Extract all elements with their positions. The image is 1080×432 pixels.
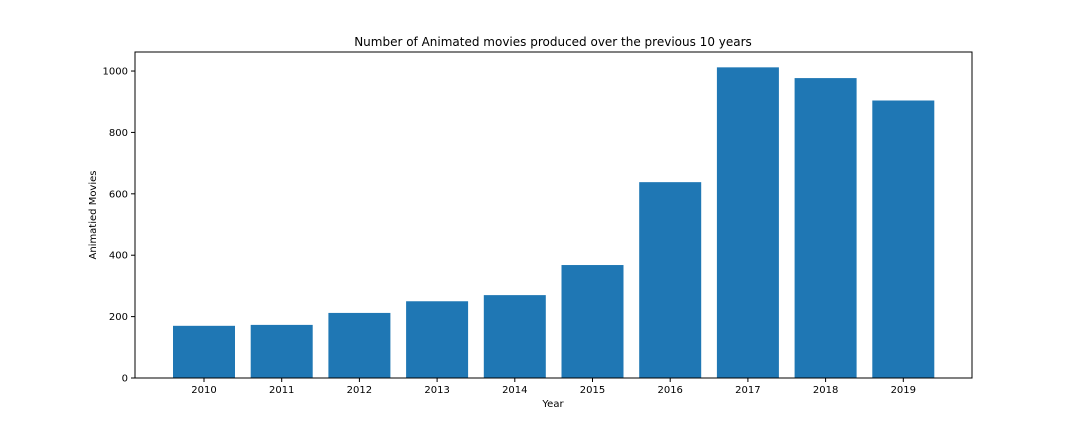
- x-axis-label: Year: [541, 399, 564, 410]
- bar-2010: [173, 325, 235, 378]
- y-tick-label: 600: [109, 189, 128, 200]
- y-axis-label: Animatied Movies: [88, 170, 99, 259]
- bar-2012: [328, 312, 391, 378]
- x-tick-label: 2011: [269, 385, 294, 396]
- y-tick-label: 1000: [103, 67, 128, 78]
- y-tick-label: 800: [109, 128, 128, 139]
- bar-2016: [639, 182, 702, 378]
- bar-2015: [561, 265, 624, 378]
- chart-title: Number of Animated movies produced over …: [354, 35, 752, 49]
- bar-2014: [483, 295, 546, 378]
- x-tick-label: 2014: [502, 385, 527, 396]
- x-axis: 2010 2011 2012 2013 2014 2015 2016 2017 2018 2019: [191, 378, 916, 396]
- y-tick-label: 400: [109, 251, 128, 262]
- bar-2013: [406, 301, 469, 378]
- x-tick-label: 2017: [735, 385, 760, 396]
- plot-frame: [134, 51, 973, 379]
- bar-2011: [250, 324, 313, 378]
- x-tick-label: 2010: [191, 385, 216, 396]
- y-tick-label: 0: [122, 374, 128, 385]
- x-tick-label: 2013: [424, 385, 449, 396]
- bar-2019: [872, 100, 935, 378]
- x-tick-label: 2012: [347, 385, 372, 396]
- bar-2017: [716, 67, 779, 379]
- bars-layer: [173, 67, 935, 379]
- x-tick-label: 2015: [580, 385, 605, 396]
- bar-2018: [794, 78, 857, 378]
- x-tick-label: 2018: [813, 385, 838, 396]
- x-tick-label: 2016: [657, 385, 682, 396]
- y-axis: 0 200 400 600 800 1000: [103, 67, 135, 385]
- x-tick-label: 2019: [891, 385, 916, 396]
- y-tick-label: 200: [109, 312, 128, 323]
